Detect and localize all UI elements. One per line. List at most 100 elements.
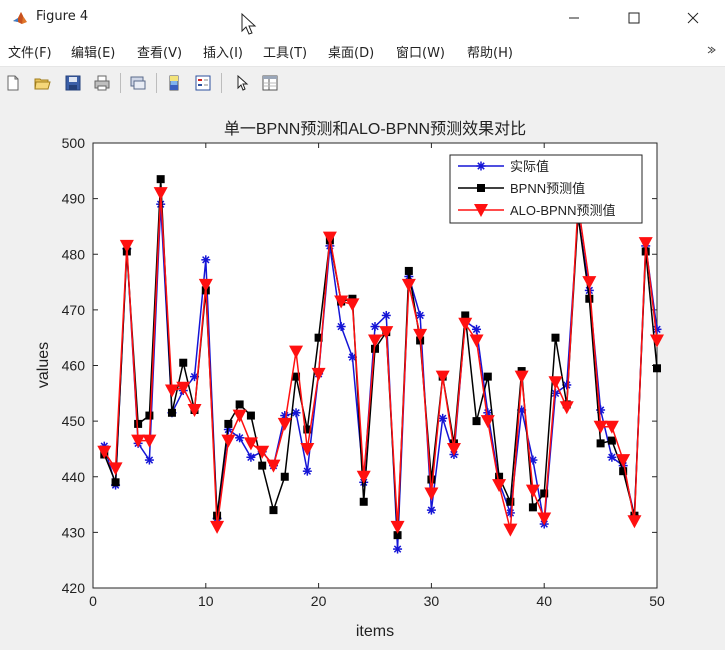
data-point-bpnn <box>145 411 154 420</box>
data-point-bpnn <box>111 478 120 487</box>
menu-edit[interactable]: 编辑(E) <box>71 46 116 61</box>
data-point-alo-bpnn <box>537 512 552 526</box>
insert-colorbar-icon <box>169 75 179 91</box>
menu-bar: 文件(F) 编辑(E) 查看(V) 插入(I) 工具(T) 桌面(D) 窗口(W… <box>0 36 725 66</box>
menu-window[interactable]: 窗口(W) <box>396 46 445 61</box>
minimize-button[interactable] <box>551 0 597 36</box>
data-point-alo-bpnn <box>604 420 619 434</box>
data-point-bpnn <box>269 506 278 515</box>
close-icon <box>687 12 699 24</box>
menu-file[interactable]: 文件(F) <box>8 46 52 61</box>
data-point-alo-bpnn <box>198 278 213 292</box>
mouse-cursor-icon <box>241 12 257 35</box>
x-tick-label: 50 <box>649 593 665 609</box>
data-point-alo-bpnn <box>176 381 191 395</box>
y-tick-label: 460 <box>62 358 86 374</box>
data-point-alo-bpnn <box>525 484 540 498</box>
data-point-alo-bpnn <box>300 442 315 456</box>
data-point-bpnn <box>404 266 413 275</box>
data-point-alo-bpnn <box>108 462 123 476</box>
data-point-alo-bpnn <box>446 442 461 456</box>
property-inspector-icon <box>262 75 278 91</box>
data-point-alo-bpnn <box>368 334 382 348</box>
link-plot-button[interactable] <box>127 72 149 94</box>
data-point-actual <box>246 452 256 462</box>
close-button[interactable] <box>670 0 716 36</box>
data-point-bpnn <box>258 461 267 470</box>
data-point-bpnn <box>359 497 368 506</box>
legend: 实际值 BPNN预测值 ALO-BPNN预测值 <box>449 154 643 224</box>
open-file-button[interactable] <box>31 72 53 94</box>
data-point-bpnn <box>246 411 255 420</box>
data-point-alo-bpnn <box>559 401 574 415</box>
maximize-button[interactable] <box>611 0 657 36</box>
insert-legend-button[interactable] <box>192 72 214 94</box>
line-chart[interactable]: 单一BPNN预测和ALO-BPNN预测效果对比 items values 0 10… <box>0 99 725 646</box>
data-point-bpnn <box>540 489 549 498</box>
edit-plot-icon <box>237 74 249 91</box>
data-point-alo-bpnn <box>334 295 349 309</box>
data-point-bpnn <box>495 472 504 481</box>
data-point-actual <box>426 505 436 515</box>
data-point-alo-bpnn <box>492 479 507 493</box>
save-button[interactable] <box>62 72 84 94</box>
property-inspector-button[interactable] <box>259 72 281 94</box>
data-point-actual <box>370 322 380 332</box>
data-point-alo-bpnn <box>221 434 236 448</box>
data-point-bpnn <box>619 467 628 476</box>
data-point-actual <box>201 255 211 265</box>
y-tick-label: 470 <box>62 302 86 318</box>
y-tick-label: 420 <box>62 580 86 596</box>
edit-plot-button[interactable] <box>230 72 252 94</box>
data-point-alo-bpnn <box>413 328 428 342</box>
data-point-alo-bpnn <box>322 231 337 245</box>
data-point-alo-bpnn <box>232 409 247 423</box>
legend-label-alo-bpnn: ALO-BPNN预测值 <box>510 203 615 218</box>
data-point-bpnn <box>167 408 176 417</box>
data-point-alo-bpnn <box>119 239 134 253</box>
menu-desktop[interactable]: 桌面(D) <box>328 46 375 61</box>
window-title: Figure 4 <box>36 9 89 24</box>
save-icon <box>65 75 81 91</box>
data-point-actual <box>438 413 448 423</box>
data-point-bpnn <box>235 400 244 409</box>
data-point-bpnn <box>427 475 436 484</box>
data-point-actual <box>381 310 391 320</box>
data-point-alo-bpnn <box>435 370 450 384</box>
data-point-actual <box>291 408 301 418</box>
data-point-alo-bpnn <box>390 520 405 534</box>
data-point-alo-bpnn <box>627 515 642 529</box>
data-point-bpnn <box>528 503 537 512</box>
menu-view[interactable]: 查看(V) <box>137 46 183 61</box>
y-tick-label: 430 <box>62 524 86 540</box>
data-point-alo-bpnn <box>164 384 179 398</box>
data-point-alo-bpnn <box>469 334 484 348</box>
data-point-alo-bpnn <box>514 370 529 384</box>
data-point-alo-bpnn <box>97 445 112 459</box>
print-button[interactable] <box>91 72 113 94</box>
new-figure-button[interactable] <box>2 72 24 94</box>
data-point-alo-bpnn <box>582 276 597 290</box>
y-tick-label: 500 <box>62 135 86 151</box>
data-point-alo-bpnn <box>616 454 631 468</box>
chart-title: 单一BPNN预测和ALO-BPNN预测效果对比 <box>224 120 526 138</box>
insert-legend-icon <box>195 75 211 91</box>
menu-help[interactable]: 帮助(H) <box>467 46 513 61</box>
x-tick-label: 20 <box>311 593 327 609</box>
menu-tools[interactable]: 工具(T) <box>263 46 308 61</box>
data-point-bpnn <box>280 472 289 481</box>
y-tick-label: 490 <box>62 191 86 207</box>
data-point-alo-bpnn <box>356 470 371 484</box>
data-point-alo-bpnn <box>131 434 146 448</box>
data-point-alo-bpnn <box>153 187 168 201</box>
data-point-alo-bpnn <box>548 376 563 390</box>
y-tick-label: 450 <box>62 413 86 429</box>
data-point-actual <box>144 455 154 465</box>
toolbar <box>0 66 725 100</box>
collapse-toolbar-icon[interactable] <box>706 45 716 55</box>
data-point-bpnn <box>472 417 481 426</box>
data-point-alo-bpnn <box>345 298 360 312</box>
data-point-actual <box>336 322 346 332</box>
insert-colorbar-button[interactable] <box>163 72 185 94</box>
menu-insert[interactable]: 插入(I) <box>203 46 243 61</box>
